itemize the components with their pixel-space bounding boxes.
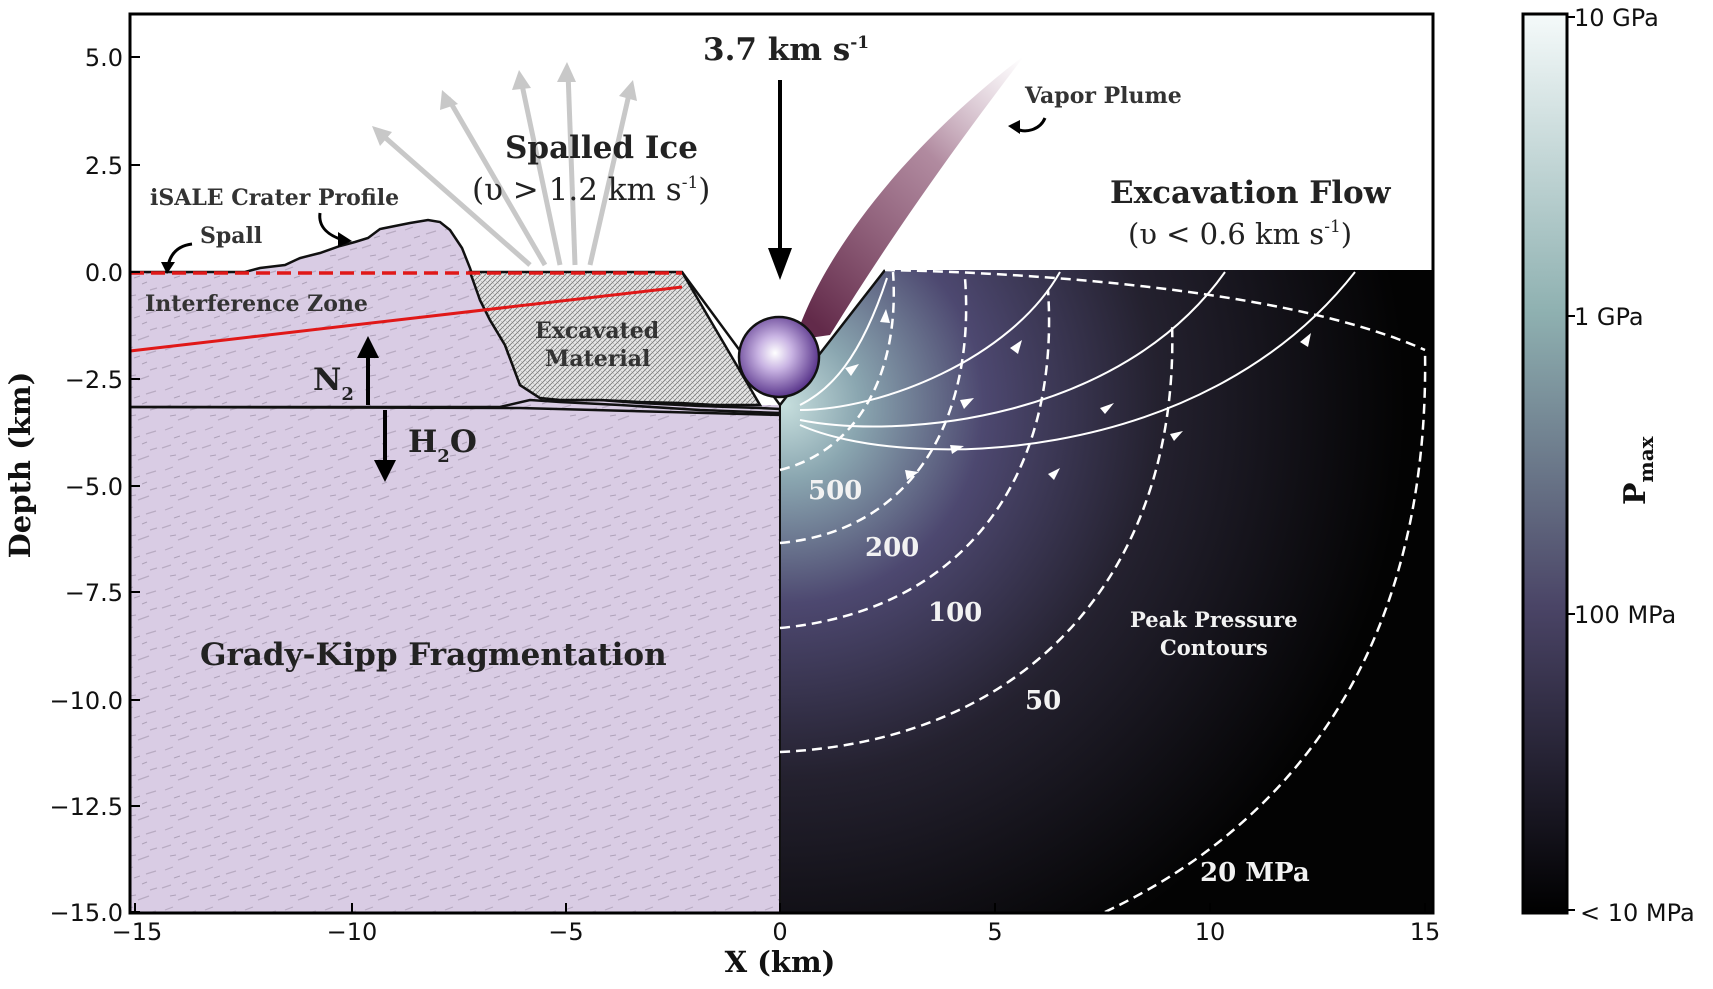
y-tick-label: 2.5 (85, 152, 123, 180)
spall-arrows (378, 71, 633, 267)
n2-arrowhead (357, 336, 379, 358)
peak-pressure-label-2: Contours (1160, 635, 1268, 660)
impact-arrowhead (768, 248, 792, 280)
colorbar-tick: 1 GPa (1574, 303, 1644, 331)
y-axis: 5.0 2.5 0.0 −2.5 −5.0 −7.5 −10.0 −12.5 −… (3, 44, 140, 927)
contour-label-20: 20 MPa (1200, 858, 1310, 888)
vapor-plume-label: Vapor Plume (1024, 83, 1182, 109)
crater-profile (128, 218, 782, 417)
contour-50 (779, 321, 1174, 754)
x-tick-label: 15 (1410, 918, 1441, 946)
profile-pointer-head (338, 232, 352, 247)
colorbar-tick: 100 MPa (1574, 601, 1676, 629)
contour-label-200: 200 (865, 533, 919, 563)
layer-boundary (130, 398, 781, 415)
contour-100 (779, 289, 1051, 630)
colorbar: 10 GPa 1 GPa 100 MPa < 10 MPa Pmax (1521, 4, 1695, 927)
x-axis-label: X (km) (725, 945, 836, 979)
interference-zone-label: Interference Zone (145, 291, 368, 317)
excavated-material (468, 270, 763, 407)
fragmentation-label: Grady-Kipp Fragmentation (200, 637, 667, 673)
spall-arrowheads (372, 62, 637, 146)
y-tick-label: −2.5 (65, 366, 123, 394)
excavated-label-2: Material (545, 346, 650, 372)
contour-label-100: 100 (928, 598, 982, 628)
x-tick-label: 5 (987, 918, 1002, 946)
peak-pressure-label-1: Peak Pressure (1130, 607, 1298, 632)
vapor-plume (795, 55, 1025, 340)
y-tick-label: −15.0 (49, 899, 123, 927)
plume-pointer-head (1008, 120, 1020, 134)
colorbar-gradient (1521, 12, 1569, 915)
plot-frame (128, 12, 1435, 915)
x-tick-label: 10 (1195, 918, 1226, 946)
impact-velocity-label: 3.7 km s-1 (703, 32, 869, 68)
contour-200 (779, 277, 968, 545)
excavation-streamlines (799, 271, 1356, 451)
y-tick-label: −5.0 (65, 473, 123, 501)
spall-label: Spall (200, 223, 262, 249)
x-tick-label: −5 (548, 918, 583, 946)
ice-target (130, 272, 780, 913)
y-tick-label: −12.5 (49, 793, 123, 821)
x-axis: −15 −10 −5 0 5 10 15 X (km) (112, 903, 1441, 979)
contour-top (884, 268, 1426, 352)
n2-label: N2 (313, 362, 354, 405)
crater-profile-label: iSALE Crater Profile (150, 185, 399, 211)
h2o-arrowhead (374, 460, 396, 482)
spall-pointer-head (161, 262, 175, 274)
y-tick-label: −7.5 (65, 579, 123, 607)
colorbar-tick: < 10 MPa (1580, 899, 1695, 927)
spalled-ice-title: Spalled Ice (505, 130, 698, 166)
colorbar-label: Pmax (1618, 435, 1658, 505)
pressure-field (780, 270, 1433, 913)
y-tick-label: 0.0 (85, 259, 123, 287)
x-tick-label: −10 (327, 918, 378, 946)
h2o-label: H2O (408, 424, 477, 467)
y-tick-label: −10.0 (49, 687, 123, 715)
y-tick-label: 5.0 (85, 44, 123, 72)
x-tick-label: −15 (112, 918, 163, 946)
excavation-flow-condition: (υ < 0.6 km s-1) (1128, 217, 1352, 251)
contour-label-500: 500 (808, 476, 862, 506)
excavated-label-1: Excavated (535, 318, 659, 344)
contour-label-50: 50 (1025, 686, 1061, 716)
spalled-ice-condition: (υ > 1.2 km s-1) (472, 172, 710, 208)
colorbar-tick: 10 GPa (1574, 4, 1659, 32)
x-tick-label: 0 (772, 918, 787, 946)
impactor (737, 315, 821, 399)
y-axis-label: Depth (km) (3, 372, 37, 559)
excavation-flow-title: Excavation Flow (1110, 175, 1392, 211)
flow-arrowheads (845, 309, 1311, 480)
interference-boundary-line (129, 285, 683, 353)
